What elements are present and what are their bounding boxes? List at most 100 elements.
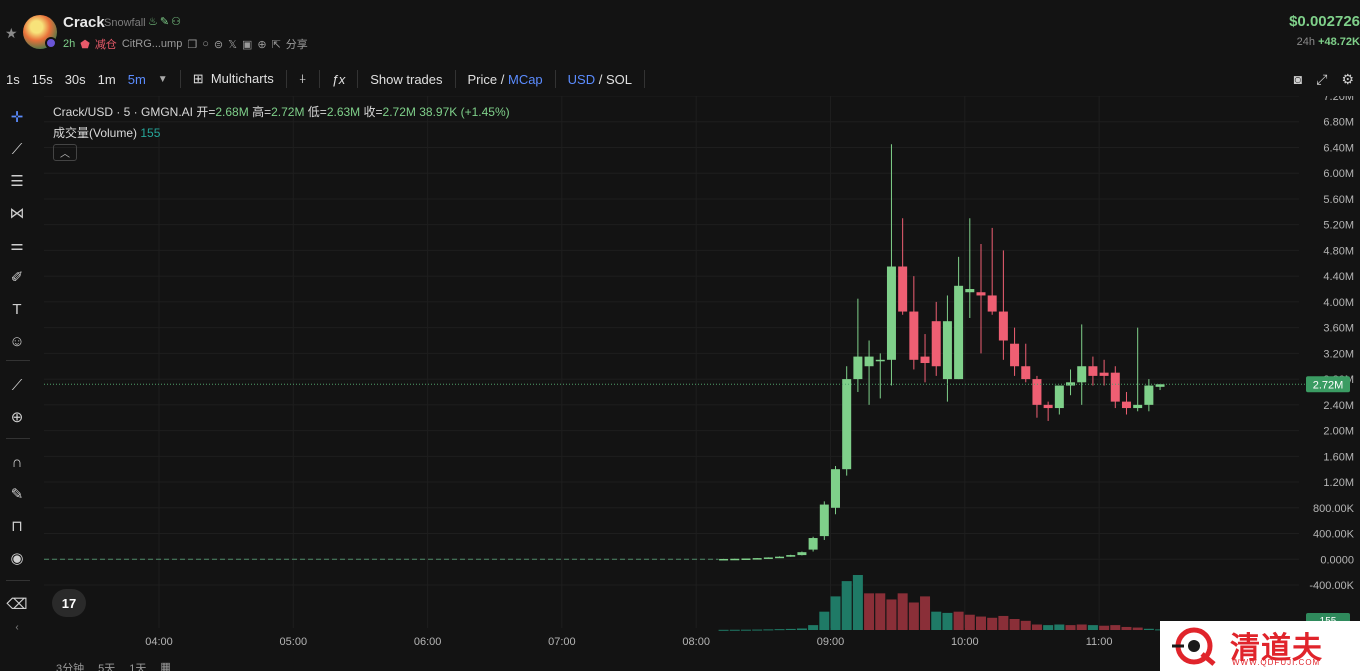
calendar-icon[interactable]: ▦ xyxy=(160,661,171,671)
volume-bar xyxy=(852,575,863,630)
volume-bar xyxy=(931,611,942,630)
candle-body xyxy=(998,311,1008,341)
volume-bar xyxy=(808,625,819,630)
lock-drawing-icon[interactable]: ✎ xyxy=(10,486,24,503)
ruler-icon[interactable]: ⟋ xyxy=(11,376,23,394)
volume-bar xyxy=(1143,628,1154,630)
pattern-icon[interactable]: ⋈ xyxy=(9,205,25,222)
brush-icon[interactable]: ✐ xyxy=(10,269,24,286)
volume-bar xyxy=(740,629,751,631)
candle-body xyxy=(976,292,986,296)
search-icon[interactable]: ○ xyxy=(202,38,209,50)
tools-divider xyxy=(6,438,30,439)
price-mcap-toggle[interactable]: Price / MCap xyxy=(467,71,543,87)
candle-body xyxy=(920,356,930,364)
candle-body xyxy=(730,558,740,561)
toolbar-divider xyxy=(285,70,287,88)
twitter-x-icon[interactable]: 𝕏 xyxy=(228,38,237,51)
range-1d[interactable]: 1天 xyxy=(129,663,147,671)
drawing-toolbar: ✛ ⟋ ☰ ⋈ ⚌ ✐ T ☺ ⟋ ⊕ ∩ ✎ ⊓ ◉ ⌫ ‹ xyxy=(0,100,36,633)
reduce-position-icon: ⬟ xyxy=(80,38,90,51)
token-address[interactable]: CitRG...ump xyxy=(121,38,183,50)
interval-30s[interactable]: 30s xyxy=(64,71,86,87)
x-axis-tick-label: 08:00 xyxy=(682,636,710,648)
collapse-legend-chevron-up-icon[interactable]: ︿ xyxy=(53,144,77,161)
y-axis-tick-label: 4.40M xyxy=(1323,271,1354,283)
unlock-icon[interactable]: ⊓ xyxy=(11,518,23,535)
token-age: 2h xyxy=(63,38,76,50)
low-label: 低= xyxy=(307,105,327,119)
share-label[interactable]: 分享 xyxy=(285,39,308,51)
coin-icon[interactable]: ⊜ xyxy=(213,38,224,51)
trash-icon[interactable]: ⌫ xyxy=(6,596,28,613)
volume-value: 38.97K xyxy=(419,105,458,119)
zoom-in-icon[interactable]: ⊕ xyxy=(10,409,24,426)
close-label: 收= xyxy=(363,105,383,119)
show-trades-button[interactable]: Show trades xyxy=(370,71,443,87)
share-icon[interactable]: ⇱ xyxy=(271,38,281,51)
volume-bar xyxy=(975,616,986,630)
copy-icon[interactable]: ❐ xyxy=(187,38,198,51)
volume-bar xyxy=(830,596,841,630)
candle-body xyxy=(819,504,829,537)
change-value: +48.72K xyxy=(1318,36,1360,48)
eye-visibility-icon[interactable]: ◉ xyxy=(10,550,24,567)
toolbar-divider xyxy=(357,70,359,88)
range-3min[interactable]: 3分钟 xyxy=(56,663,85,671)
y-axis-tick-label: 800.00K xyxy=(1313,503,1355,515)
candle-style-icon[interactable]: ⍭ xyxy=(298,71,307,86)
lock-icon[interactable]: ▣ xyxy=(241,38,253,51)
volume-bar xyxy=(987,617,998,630)
y-axis-tick-label: -400.00K xyxy=(1309,580,1354,592)
candle-body xyxy=(875,359,885,362)
fullscreen-icon[interactable]: ⤢ xyxy=(1316,70,1328,87)
high-label: 高= xyxy=(252,105,272,119)
y-axis-tick-label: 2.00M xyxy=(1323,426,1354,438)
candle-body xyxy=(1077,366,1087,383)
text-tool-icon[interactable]: T xyxy=(12,300,22,318)
candle-body xyxy=(898,266,908,312)
range-5d[interactable]: 5天 xyxy=(98,663,116,671)
volume-bar xyxy=(953,611,964,630)
interval-5m[interactable]: 5m xyxy=(127,71,146,87)
y-axis-tick-label: 6.00M xyxy=(1323,168,1354,180)
price-chart[interactable]: 04:00 05:00 06:00 07:00 08:00 09:00 10:00 11:00… xyxy=(44,96,1360,656)
currency-toggle[interactable]: USD / SOL xyxy=(567,71,632,87)
candle-body xyxy=(808,538,818,550)
multicharts-label: Multicharts xyxy=(210,71,274,86)
interval-15s[interactable]: 15s xyxy=(31,71,53,87)
y-axis-tick-label: 1.60M xyxy=(1323,451,1354,463)
fib-levels-icon[interactable]: ⚌ xyxy=(10,237,24,254)
trend-line-icon[interactable]: ⟋ xyxy=(11,140,23,158)
candle-body xyxy=(786,555,796,557)
interval-1m[interactable]: 1m xyxy=(97,71,116,87)
volume-bar xyxy=(1054,624,1065,630)
horizontal-lines-icon[interactable]: ☰ xyxy=(10,173,24,190)
tradingview-logo[interactable]: 17 xyxy=(52,589,86,617)
toolbar-right: ◙ ⤢ ⚙ xyxy=(1294,64,1354,94)
emoji-icon[interactable]: ☺ xyxy=(9,332,25,350)
x-axis-tick-label: 04:00 xyxy=(145,636,173,648)
website-globe-icon[interactable]: ⊕ xyxy=(257,38,267,51)
volume-bar xyxy=(841,581,852,630)
open-value: 2.68M xyxy=(215,105,249,119)
x-axis-tick-label: 07:00 xyxy=(548,636,576,648)
indicators-fx-icon[interactable]: ƒx xyxy=(331,71,346,87)
magnet-icon[interactable]: ∩ xyxy=(11,453,23,471)
favorite-star-icon[interactable]: ★ xyxy=(5,25,18,41)
volume-bar xyxy=(920,596,931,630)
last-price-tag-label: 2.72M xyxy=(1313,379,1344,391)
candle-body xyxy=(954,285,964,380)
mcap-option: MCap xyxy=(507,71,543,87)
multicharts-button[interactable]: ⊞ Multicharts xyxy=(187,71,280,87)
interval-dropdown-chevron-icon[interactable]: ▼ xyxy=(157,73,168,85)
crosshair-icon[interactable]: ✛ xyxy=(10,109,24,126)
camera-screenshot-icon[interactable]: ◙ xyxy=(1293,71,1303,87)
interval-1s[interactable]: 1s xyxy=(6,71,20,87)
collapse-toolbar-icon[interactable]: ‹ xyxy=(15,621,19,633)
candle-body xyxy=(931,321,941,367)
volume-bar xyxy=(942,612,953,630)
candle-body xyxy=(1088,366,1098,376)
settings-gear-icon[interactable]: ⚙ xyxy=(1341,70,1354,87)
candle-body xyxy=(864,356,874,367)
